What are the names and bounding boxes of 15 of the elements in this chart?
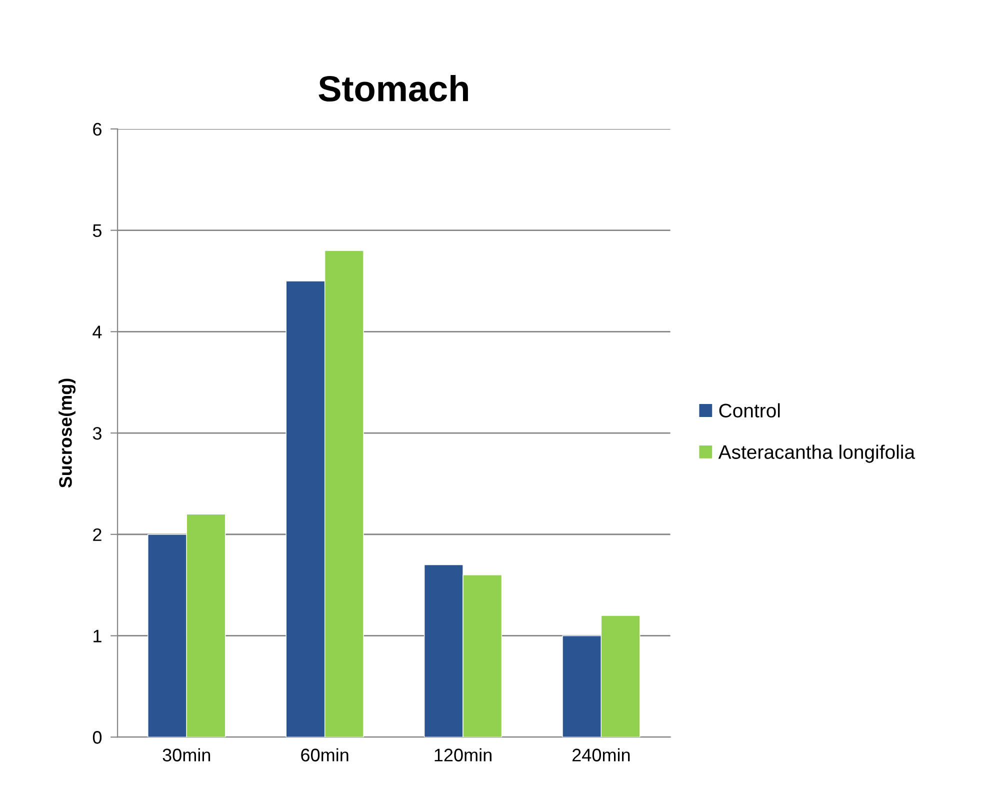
y-tick-label: 4 xyxy=(92,326,102,338)
y-tick-label: 0 xyxy=(92,731,102,744)
y-tick-label: 5 xyxy=(92,224,102,238)
legend-label: Asteracantha longifolia xyxy=(718,444,916,463)
legend-label: Control xyxy=(719,403,780,418)
x-tick-label: 30min xyxy=(162,748,210,762)
y-axis-title: Sucrose(mg) xyxy=(58,378,76,488)
y-tick-label: 2 xyxy=(93,528,102,541)
x-tick-label: 120min xyxy=(434,748,492,762)
y-tick-label: 6 xyxy=(93,122,102,136)
y-tick-label: 1 xyxy=(94,630,102,642)
y-tick-label: 3 xyxy=(92,426,102,440)
x-tick-label: 240min xyxy=(572,748,630,762)
x-tick-label: 60min xyxy=(301,748,348,762)
chart-title: Stomach xyxy=(318,75,468,102)
